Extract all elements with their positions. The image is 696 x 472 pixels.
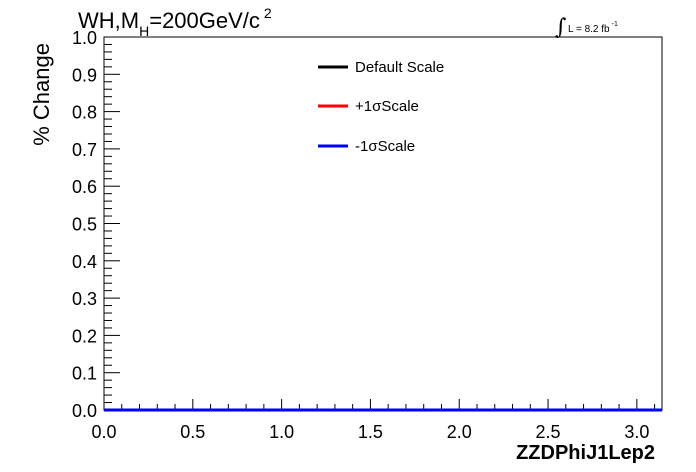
x-tick-label: 3.0 — [624, 422, 649, 442]
y-tick-label: 0.8 — [72, 103, 97, 123]
x-tick-label: 0.5 — [180, 422, 205, 442]
lumi-superscript: -1 — [612, 21, 618, 28]
lumi-label: L = 8.2 fb -1 — [568, 21, 618, 35]
x-tick-label: 1.5 — [358, 422, 383, 442]
y-tick-label: 0.6 — [72, 177, 97, 197]
y-tick-label: 0.9 — [72, 65, 97, 85]
chart-title-superscript: 2 — [264, 5, 272, 21]
chart-title-rest: =200GeV/c — [149, 8, 260, 33]
plot-frame — [103, 36, 663, 411]
y-tick-label: 0.0 — [72, 401, 97, 421]
y-axis-title: % Change — [29, 43, 54, 146]
y-tick-label: 0.7 — [72, 140, 97, 160]
chart-title: WH,MH=200GeV/c 2 — [78, 5, 272, 39]
chart-title-subscript: H — [139, 23, 149, 39]
legend-label: +1σScale — [355, 98, 419, 115]
x-tick-label: 2.5 — [536, 422, 561, 442]
legend-label: -1σScale — [355, 138, 415, 155]
y-tick-label: 0.1 — [72, 364, 97, 384]
y-tick-label: 0.4 — [72, 252, 97, 272]
y-tick-label: 0.5 — [72, 215, 97, 235]
legend-label: Default Scale — [355, 59, 444, 76]
y-axis: 0.0 0.1 0.2 0.3 0.4 0.5 0.6 0.7 0.8 0.9 1.0 — [72, 28, 120, 421]
y-tick-label: 1.0 — [72, 28, 97, 48]
x-tick-label: 0.0 — [91, 422, 116, 442]
x-tick-label: 1.0 — [269, 422, 294, 442]
legend: Default Scale +1σScale -1σScale — [318, 59, 444, 155]
x-tick-label: 2.0 — [447, 422, 472, 442]
y-tick-label: 0.2 — [72, 326, 97, 346]
lumi-integral-symbol: ∫ — [555, 15, 567, 40]
x-axis: 0.0 0.5 1.0 1.5 2.0 2.5 3.0 — [91, 399, 656, 442]
x-axis-title: ZZDPhiJ1Lep2 — [516, 442, 655, 464]
y-tick-label: 0.3 — [72, 289, 97, 309]
